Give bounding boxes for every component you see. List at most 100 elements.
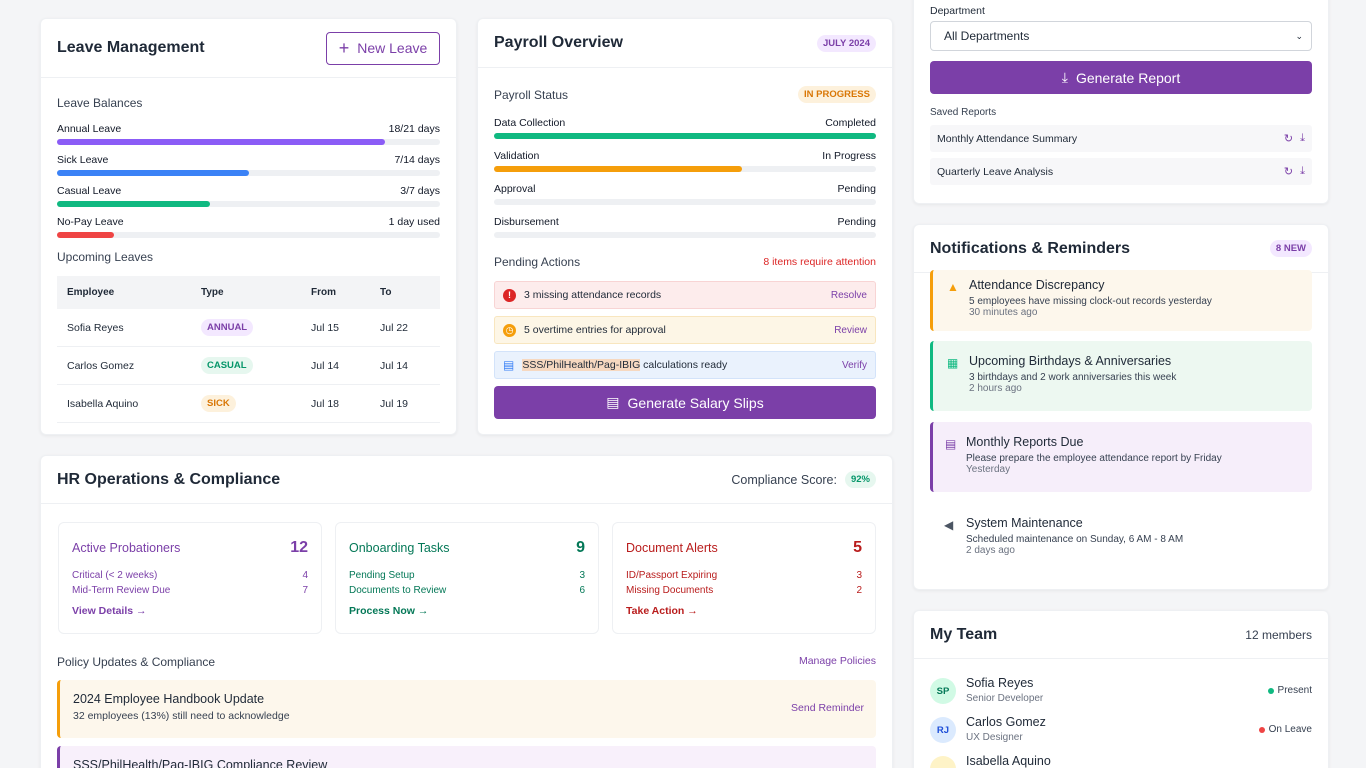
policy-desc: 32 employees (13%) still need to acknowl… [73,710,290,722]
leave-management-card: Leave Management + New Leave Leave Balan… [40,18,457,435]
payroll-step-status: Completed [825,117,876,129]
upcoming-leaves-title: Upcoming Leaves [57,250,154,264]
member-role: UX Designer [966,732,1023,743]
resolve-link[interactable]: Resolve [830,289,867,301]
leave-balance-value: 7/14 days [394,154,440,166]
payroll-step-row: Disbursement Pending [494,216,876,238]
pending-action-contributions: ▤ SSS/PhilHealth/Pag-IBIG calculations re… [494,351,876,379]
generate-report-button[interactable]: ⤓ Generate Report [930,61,1312,94]
refresh-icon[interactable]: ↻ [1283,133,1294,145]
document-icon: ▤ [503,358,515,372]
stat-box-link[interactable]: View Details → [72,605,147,617]
stat-item-value: 4 [302,570,308,581]
table-row[interactable]: Sofia Reyes ANNUAL Jul 15 Jul 22 [57,309,440,347]
leave-balance-row: Annual Leave 18/21 days [57,123,440,145]
hr-stat-box: Document Alerts 5 ID/Passport Expiring 3 Mis… [612,522,876,634]
manage-policies-link[interactable]: Manage Policies [798,655,876,667]
notification-item[interactable]: ▦ Upcoming Birthdays & Anniversaries 3 b… [930,341,1312,411]
table-row[interactable]: Isabella Aquino SICK Jul 18 Jul 19 [57,384,440,423]
reports-card: Department All Departments ⌄ ⤓ Generate … [913,0,1329,204]
stat-item-value: 6 [579,585,585,596]
stat-box-link[interactable]: Process Now → [349,605,429,617]
generate-salary-slips-label: Generate Salary Slips [627,394,764,411]
payroll-step-status: In Progress [822,150,876,162]
leave-balance-bar [57,232,440,238]
status-dot [1258,726,1265,733]
to-cell: Jul 19 [370,384,440,423]
column-header: To [370,276,440,309]
payroll-step-label: Approval [494,183,536,195]
saved-reports-title: Saved Reports [930,107,997,118]
new-leave-button[interactable]: + New Leave [326,31,440,65]
notification-item[interactable]: ◀ System Maintenance Scheduled maintenan… [930,503,1312,573]
leave-type-label: Casual Leave [57,185,122,197]
avatar: RJ [930,717,956,743]
to-cell: Jul 22 [370,309,440,347]
leave-balance-value: 1 day used [388,216,440,228]
saved-report-item[interactable]: Monthly Attendance Summary ↻ ⤓ [930,125,1312,152]
leave-type-badge: SICK [201,395,236,412]
notifications-card: Notifications & Reminders 8 NEW ▲ Attend… [913,224,1329,590]
saved-report-item[interactable]: Quarterly Leave Analysis ↻ ⤓ [930,158,1312,185]
column-header: Employee [57,276,191,309]
leave-type-label: Sick Leave [57,154,109,166]
department-select[interactable]: All Departments ⌄ [930,21,1312,51]
payroll-status-title: Payroll Status [494,87,569,102]
stat-item-label: Critical (< 2 weeks) [72,570,158,581]
leave-balance-value: 18/21 days [388,123,440,135]
column-header: Type [191,276,301,309]
from-cell: Jul 18 [301,384,370,423]
download-icon[interactable]: ⤓ [1300,165,1305,177]
policy-title: 2024 Employee Handbook Update [73,692,265,706]
plus-icon: + [338,38,350,58]
stat-box-title: Document Alerts [626,541,718,555]
notification-item[interactable]: ▲ Attendance Discrepancy 5 employees hav… [930,270,1312,331]
notification-time: 2 days ago [966,545,1015,556]
verify-link[interactable]: Verify [841,359,867,371]
notification-desc: Scheduled maintenance on Sunday, 6 AM - … [966,534,1184,545]
table-row[interactable]: Carlos Gomez CASUAL Jul 14 Jul 14 [57,346,440,385]
pending-actions-title: Pending Actions [494,255,581,269]
alert-circle-icon: ! [503,288,516,302]
notification-item[interactable]: ▤ Monthly Reports Due Please prepare the… [930,422,1312,492]
review-link[interactable]: Review [834,324,867,336]
stat-box-link[interactable]: Take Action → [626,605,698,617]
status-dot [1267,687,1274,694]
leave-balance-bar [57,201,440,207]
action-text: calculations ready [640,359,728,371]
payroll-step-fill [494,133,876,139]
stat-item-label: Missing Documents [626,585,714,596]
stat-item-label: Documents to Review [349,585,447,596]
generate-salary-slips-button[interactable]: ▤ Generate Salary Slips [494,386,876,419]
refresh-icon[interactable]: ↻ [1283,166,1294,178]
stat-item-value: 3 [856,570,862,581]
avatar: SP [930,678,956,704]
leave-balance-row: No-Pay Leave 1 day used [57,216,440,238]
leave-management-title: Leave Management [57,39,205,56]
action-text: 3 missing attendance records [524,289,662,301]
stat-box-title: Active Probationers [72,541,181,555]
team-member-row[interactable]: RJ Carlos Gomez UX Designer On Leave [930,715,1312,749]
hr-stat-box: Onboarding Tasks 9 Pending Setup 3 Documents… [335,522,599,634]
download-icon[interactable]: ⤓ [1300,132,1305,144]
leave-balance-fill [57,139,386,145]
hr-stat-box: Active Probationers 12 Critical (< 2 weeks… [58,522,322,634]
policy-title: SSS/PhilHealth/Pag-IBIG Compliance Revie… [73,758,328,768]
from-cell: Jul 14 [301,346,370,385]
payroll-step-row: Approval Pending [494,183,876,205]
chevron-down-icon: ⌄ [1295,30,1303,41]
pending-count: 8 items require attention [763,256,876,268]
team-member-row[interactable]: Isabella Aquino [930,754,1312,768]
notification-desc: 5 employees have missing clock-out recor… [969,296,1212,307]
team-member-row[interactable]: SP Sofia Reyes Senior Developer Present [930,676,1312,710]
leave-balance-bar [57,139,440,145]
upcoming-leaves-table: Employee Type From To Sofia Reyes ANNUAL Ju… [57,276,440,423]
warning-icon: ▲ [947,280,959,294]
highlighted-text: SSS/PhilHealth/Pag-IBIG [522,359,641,371]
stat-item-value: 3 [579,570,585,581]
payroll-overview-card: Payroll Overview JULY 2024 Payroll Statu… [477,18,893,435]
stat-item-label: ID/Passport Expiring [626,570,718,581]
notification-time: 30 minutes ago [969,307,1038,318]
send-reminder-link[interactable]: Send Reminder [791,702,864,714]
payroll-step-fill [494,166,743,172]
